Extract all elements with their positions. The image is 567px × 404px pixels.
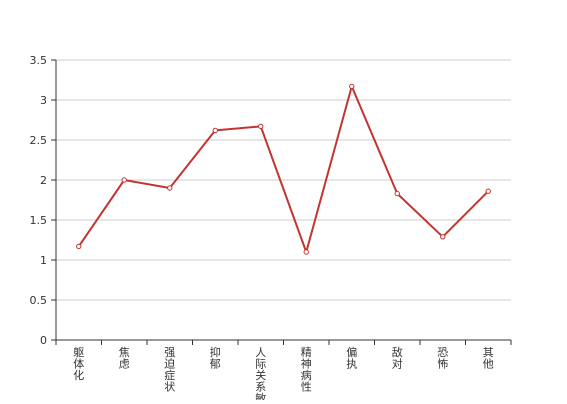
x-tick-label: 人际关系敏感 (255, 346, 266, 400)
y-tick-labels: 0 0.5 1 1.5 2 2.5 3 3.5 (30, 54, 48, 347)
y-tick-label: 0.5 (30, 294, 48, 307)
x-tick-label: 恐怖 (437, 346, 448, 371)
x-tick-label: 躯体化 (73, 346, 84, 382)
series (76, 83, 491, 255)
data-point[interactable] (485, 188, 491, 194)
y-tick-label: 2.5 (30, 134, 48, 147)
y-tick-label: 3 (40, 94, 47, 107)
data-point[interactable] (167, 185, 173, 191)
data-point[interactable] (212, 127, 218, 134)
x-tick-labels: 躯体化 焦虑 强迫症状 抑郁 人际关系敏感 精神病性 偏执 敌对 恐怖 其他 (73, 345, 494, 404)
data-point[interactable] (121, 177, 127, 183)
x-tick-label: 其他 (483, 346, 494, 371)
data-point[interactable] (303, 249, 309, 255)
x-tick-label: 精神病性 (301, 346, 312, 394)
x-tick-label: 强迫症状 (164, 346, 175, 394)
data-point[interactable] (440, 234, 446, 240)
data-point[interactable] (76, 243, 82, 250)
axes (51, 59, 512, 345)
y-tick-label: 1.5 (30, 214, 48, 227)
data-point[interactable] (349, 83, 355, 90)
x-tick-label: 焦虑 (119, 346, 130, 371)
x-tick-label: 抑郁 (210, 345, 221, 371)
y-tick-label: 2 (40, 174, 47, 187)
y-tick-label: 3.5 (30, 54, 48, 67)
gridlines (56, 59, 511, 301)
y-tick-label: 1 (40, 254, 47, 267)
data-point[interactable] (394, 190, 400, 197)
x-tick-label: 敌对 (392, 345, 403, 371)
data-point[interactable] (258, 123, 264, 130)
series-line (77, 85, 489, 253)
y-tick-label: 0 (40, 334, 47, 347)
x-tick-label: 偏执 (346, 345, 357, 371)
